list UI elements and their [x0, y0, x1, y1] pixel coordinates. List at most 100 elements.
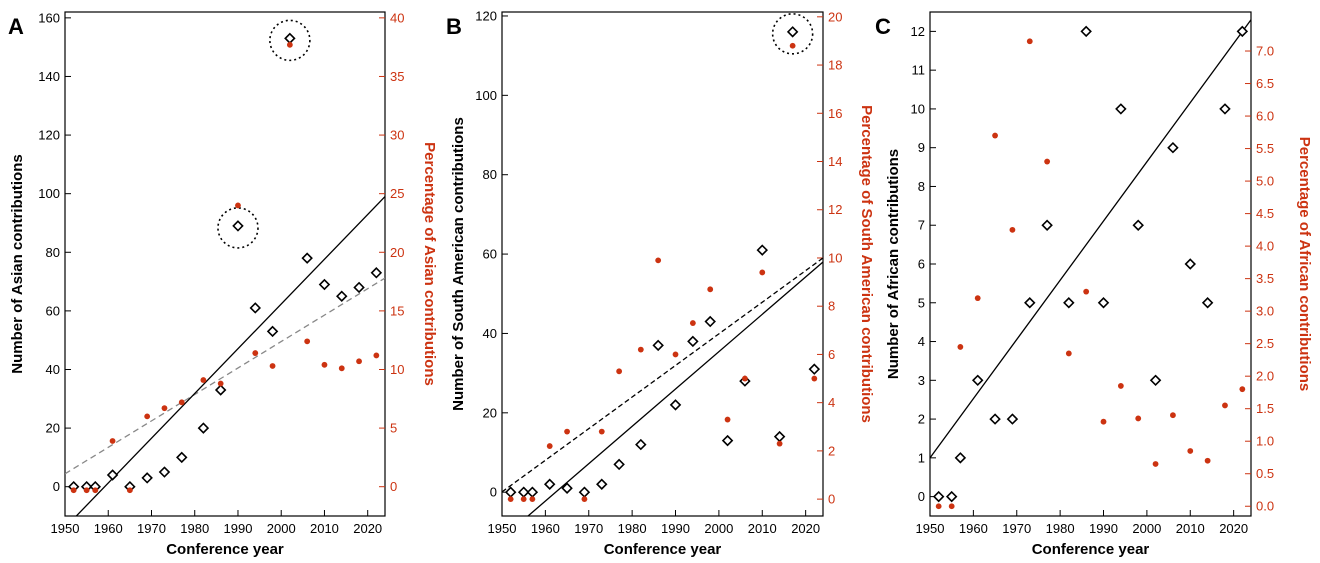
percent-point: [161, 405, 168, 412]
count-point: [786, 26, 799, 38]
x-tick-label: 2020: [1219, 521, 1248, 536]
panel-c: 1950 1960 1970 1980 1990 2000 2010 202001234567…: [875, 11, 1313, 558]
count-point: [1115, 103, 1127, 115]
count-point: [652, 339, 664, 352]
y-tick-label: 7: [918, 218, 925, 233]
y-right-tick-label: 40: [390, 10, 404, 25]
percent-point: [1009, 226, 1016, 233]
highlight-circle: [269, 19, 311, 62]
x-tick-label: 1980: [618, 521, 647, 536]
count-point: [158, 466, 171, 478]
panel-letter: C: [875, 14, 891, 39]
y-tick-label: 120: [475, 8, 497, 23]
percent-point: [776, 440, 783, 447]
percent-point: [529, 496, 536, 503]
count-point: [1219, 103, 1231, 115]
count-point: [370, 267, 383, 279]
x-tick-label: 1970: [574, 521, 603, 536]
x-axis-label: Conference year: [1032, 541, 1150, 558]
count-point: [971, 374, 984, 387]
y-right-tick-label: 5.5: [1256, 141, 1274, 156]
y-right-tick-label: 2.0: [1256, 369, 1274, 384]
percent-point: [269, 363, 276, 369]
count-point: [176, 451, 188, 464]
y-tick-label: 0: [490, 485, 497, 500]
y-right-tick-label: 6: [828, 347, 835, 362]
count-point: [989, 413, 1001, 425]
y-tick-label: 6: [918, 257, 925, 272]
count-point: [635, 438, 647, 451]
y-right-tick-label: 15: [390, 303, 404, 318]
count-point: [284, 32, 296, 45]
plot-frame: [501, 11, 824, 517]
y-tick-label: 2: [918, 412, 925, 427]
y-tick-label: 0: [918, 489, 925, 504]
x-tick-label: 1970: [137, 521, 166, 536]
count-point: [1236, 25, 1249, 38]
y-tick-label: 4: [918, 334, 925, 349]
count-point: [945, 490, 958, 503]
percent-point: [1026, 38, 1033, 45]
percent-point: [338, 365, 345, 372]
percent-point: [789, 42, 796, 49]
y-right-tick-label: 6.5: [1256, 76, 1274, 91]
y-tick-label: 0: [53, 479, 60, 494]
count-point: [526, 486, 539, 498]
y-right-tick-label: 25: [390, 186, 404, 201]
x-tick-label: 1970: [1002, 521, 1031, 536]
percent-point: [321, 361, 328, 368]
percent-point: [742, 375, 748, 382]
y-right-tick-label: 8: [828, 299, 835, 314]
percent-point: [759, 269, 766, 276]
trend-line-percent: [65, 277, 385, 475]
count-point: [578, 486, 591, 498]
percent-point: [1135, 415, 1142, 422]
y-tick-label: 160: [38, 10, 60, 25]
count-point: [1097, 297, 1110, 309]
percent-point: [1152, 461, 1159, 467]
y-right-tick-label: 14: [828, 154, 842, 169]
y-right-tick-label: 10: [390, 362, 404, 377]
percent-point: [217, 380, 224, 387]
y-right-axis-label: Percentage of Asian contributions: [421, 142, 438, 386]
x-tick-label: 1950: [51, 521, 80, 536]
trend-line-percent: [502, 257, 823, 493]
percent-point: [616, 368, 623, 375]
y-right-tick-label: 0.5: [1256, 466, 1274, 481]
x-tick-label: 1980: [1046, 521, 1075, 536]
y-right-tick-label: 6.0: [1256, 109, 1274, 124]
panel-b: 1950 1960 1970 1980 1990 2000 2010 202002040608…: [446, 8, 875, 558]
trend-line-count: [527, 261, 823, 516]
count-point: [561, 482, 573, 494]
percent-point: [252, 350, 259, 356]
percent-point: [520, 496, 527, 503]
percent-point: [356, 358, 362, 365]
percent-point: [1065, 350, 1072, 357]
count-point: [543, 478, 556, 490]
percent-point: [1222, 402, 1228, 409]
y-right-tick-label: 4.5: [1256, 206, 1274, 221]
percent-point: [1083, 288, 1090, 295]
y-right-tick-label: 1.0: [1256, 434, 1274, 449]
x-tick-label: 2000: [1132, 521, 1161, 536]
percent-point: [724, 416, 731, 423]
y-right-tick-label: 0.0: [1256, 499, 1274, 514]
x-tick-label: 1990: [661, 521, 690, 536]
x-tick-label: 1990: [1089, 521, 1118, 536]
percent-point: [126, 487, 133, 494]
count-point: [704, 315, 716, 328]
y-right-tick-label: 18: [828, 58, 842, 73]
count-point: [808, 363, 821, 375]
count-point: [954, 452, 967, 464]
plot-frame: [64, 11, 386, 517]
percent-point: [546, 443, 553, 449]
panel-letter: B: [446, 14, 462, 39]
y-right-tick-label: 3.0: [1256, 304, 1274, 319]
y-tick-label: 120: [38, 128, 60, 143]
x-tick-label: 2000: [704, 521, 733, 536]
percent-point: [935, 503, 942, 510]
count-point: [773, 430, 786, 443]
x-tick-label: 2020: [791, 521, 820, 536]
y-right-tick-label: 30: [390, 128, 404, 143]
percent-point: [70, 487, 77, 494]
